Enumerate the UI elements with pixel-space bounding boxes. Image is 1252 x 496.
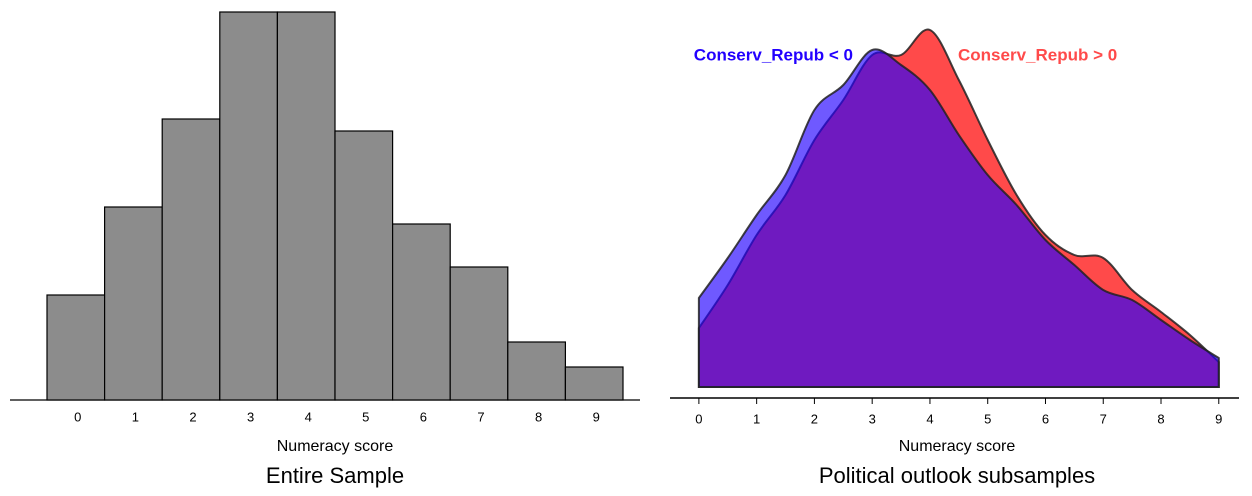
x-axis-label: Numeracy score: [277, 438, 394, 455]
chart-title: Entire Sample: [266, 463, 404, 488]
x-tick-label: 5: [984, 411, 991, 426]
x-tick-label: 7: [1100, 411, 1107, 426]
legend-label: Conserv_Repub > 0: [958, 45, 1117, 64]
bar: [392, 223, 451, 401]
x-tick-label: 2: [811, 411, 818, 426]
x-tick-label: 3: [869, 411, 876, 426]
bar: [564, 366, 624, 401]
x-tick-label: 0: [695, 411, 702, 426]
x-tick-label: 4: [926, 411, 933, 426]
x-tick-label: 6: [420, 409, 427, 424]
x-tick-label: 9: [1215, 411, 1222, 426]
x-tick-label: 8: [1157, 411, 1164, 426]
bar: [161, 118, 221, 401]
bar: [507, 341, 566, 401]
x-tick-label: 5: [362, 409, 369, 424]
x-tick-label: 8: [535, 409, 542, 424]
bar: [334, 130, 394, 401]
bar: [219, 11, 279, 401]
x-tick-label: 7: [477, 409, 484, 424]
bar: [276, 11, 336, 401]
bar: [46, 294, 106, 401]
bar: [449, 266, 509, 401]
x-tick-label: 1: [753, 411, 760, 426]
chart-title: Political outlook subsamples: [819, 463, 1095, 488]
x-tick-label: 2: [189, 409, 196, 424]
legend-label: Conserv_Repub < 0: [694, 45, 853, 64]
x-tick-label: 6: [1042, 411, 1049, 426]
x-tick-label: 3: [247, 409, 254, 424]
x-axis-label: Numeracy score: [899, 438, 1016, 455]
density-area: [697, 48, 1220, 388]
x-tick-label: 9: [593, 409, 600, 424]
x-tick-label: 0: [74, 409, 81, 424]
bar: [103, 206, 163, 401]
x-tick-label: 1: [132, 409, 139, 424]
x-tick-label: 4: [305, 409, 312, 424]
